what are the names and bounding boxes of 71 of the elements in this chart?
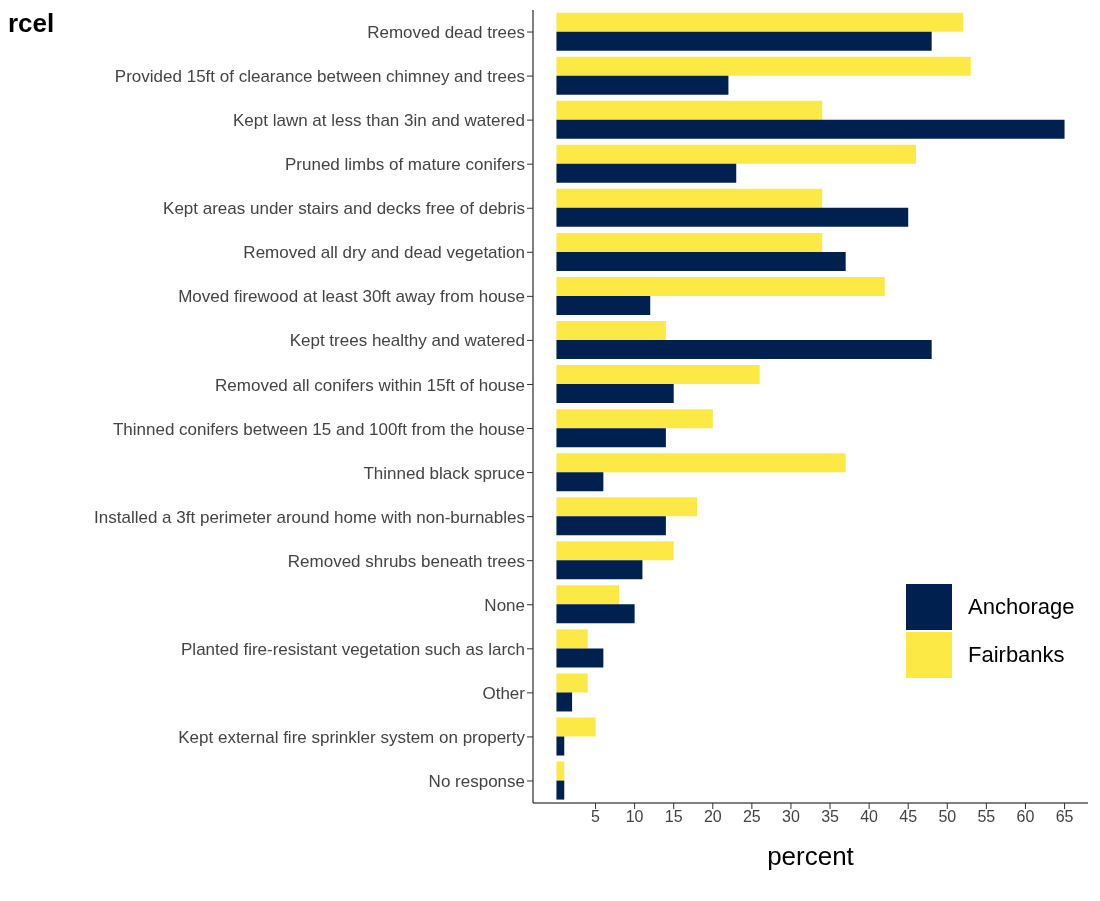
bar [556, 453, 846, 473]
bar [556, 207, 909, 227]
bar [556, 365, 760, 385]
text: rcel [8, 8, 55, 39]
bar [556, 409, 713, 429]
x-tick-label: 55 [977, 808, 996, 826]
y-tick-label: Kept areas under stairs and decks free of debris [163, 199, 525, 219]
bar [556, 648, 604, 668]
x-tick-label: 60 [1016, 808, 1035, 826]
y-tick-label: Planted fire-resistant vegetation such as larch [181, 639, 525, 659]
y-tick-label: Removed all conifers within 15ft of house [215, 375, 525, 395]
bar [556, 321, 666, 341]
bar [556, 541, 674, 561]
bar [556, 629, 588, 649]
x-tick-label: 35 [821, 808, 840, 826]
bar [556, 384, 674, 404]
y-tick-label: No response [428, 772, 525, 792]
bar [556, 56, 971, 76]
bar [556, 717, 596, 737]
y-tick-label: Kept lawn at less than 3in and watered [232, 111, 525, 131]
y-tick-label: None [484, 595, 525, 615]
y-tick-label: Moved firewood at least 30ft away from house [178, 287, 525, 307]
bar [556, 276, 885, 296]
x-tick-label: 30 [782, 808, 800, 826]
x-tick-label: 45 [899, 808, 918, 826]
y-tick-label: Thinned black spruce [363, 463, 525, 483]
x-tick-label: 20 [703, 808, 722, 826]
y-tick-label: Kept external fire sprinkler system on property [178, 727, 526, 747]
x-tick-label: 15 [664, 808, 683, 826]
bar [556, 75, 729, 95]
bar [556, 673, 588, 693]
y-tick-label: Thinned conifers between 15 and 100ft from the house [112, 419, 525, 439]
bar [556, 472, 604, 492]
bar [556, 604, 635, 624]
bar [556, 232, 823, 252]
x-tick-label: 10 [625, 808, 644, 826]
x-tick-label: 40 [860, 808, 879, 826]
bar [556, 692, 573, 712]
bar [556, 295, 651, 315]
y-tick-label: Removed dead trees [367, 23, 525, 43]
bar [556, 119, 1065, 139]
y-tick-label: Kept trees healthy and watered [289, 331, 525, 351]
y-tick-label: Other [482, 683, 526, 703]
x-tick-label: 5 [591, 808, 601, 826]
bar [556, 144, 917, 164]
bar [556, 12, 963, 32]
legend-label: Anchorage [968, 594, 1075, 620]
y-tick-label: Provided 15ft of clearance between chimney and trees [114, 67, 525, 87]
y-tick-label: Removed all dry and dead vegetation [243, 243, 525, 263]
x-axis-title: percent [767, 841, 855, 871]
legend-label: Fairbanks [968, 642, 1065, 668]
x-tick-label: 25 [742, 808, 761, 826]
bar [556, 31, 932, 51]
bar [556, 428, 666, 448]
bar [556, 516, 666, 536]
x-tick-label: 65 [1055, 808, 1074, 826]
y-tick-label: Installed a 3ft perimeter around home with non-burnables [94, 507, 525, 527]
y-tick-label: Pruned limbs of mature conifers [285, 155, 525, 175]
bar [556, 163, 737, 183]
bar [556, 736, 565, 756]
bar [556, 100, 823, 120]
bar [556, 780, 565, 800]
x-tick-label: 50 [938, 808, 957, 826]
bar [556, 251, 846, 271]
bar [556, 585, 619, 605]
bar [556, 761, 565, 781]
bar [556, 560, 643, 580]
bar [556, 188, 823, 208]
bar [556, 497, 698, 517]
y-tick-label: Removed shrubs beneath trees [287, 551, 525, 571]
bar [556, 340, 932, 360]
